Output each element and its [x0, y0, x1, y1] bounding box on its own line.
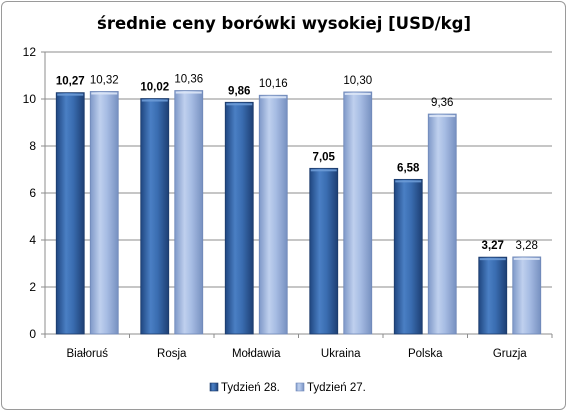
bar-week28 [224, 101, 254, 335]
legend-label: Tydzień 28. [221, 382, 280, 394]
x-tick-label: Gruzja [493, 348, 527, 360]
chart-title: średnie ceny borówki wysokiej [USD/kg] [97, 14, 471, 33]
data-label: 10,36 [174, 74, 203, 86]
legend-swatch [295, 382, 305, 392]
data-label: 9,36 [431, 97, 453, 109]
bar-week28 [478, 256, 508, 335]
y-tick-label: 10 [23, 92, 37, 106]
data-label: 10,32 [90, 74, 119, 86]
bar-highlight [260, 96, 287, 99]
bar-week27 [427, 113, 457, 335]
bar-week27 [512, 256, 542, 335]
x-tick-label: Rosja [157, 348, 187, 360]
y-tick-label: 6 [29, 186, 36, 200]
x-tick-label: Ukraina [321, 348, 361, 360]
bar-highlight [141, 99, 168, 102]
data-label: 3,28 [516, 240, 538, 252]
y-tick-label: 12 [23, 45, 37, 59]
data-label: 6,58 [397, 162, 420, 174]
bar-highlight [395, 180, 422, 183]
data-label: 10,02 [140, 82, 169, 94]
bar-highlight [57, 93, 84, 96]
y-tick-label: 8 [29, 139, 36, 153]
bar-week27 [89, 91, 119, 335]
bar-week28 [55, 92, 85, 335]
bar-week27 [343, 91, 373, 335]
legend-swatch [209, 382, 219, 392]
y-tick-label: 4 [29, 233, 36, 247]
y-tick-label: 2 [29, 280, 36, 294]
bar-week28 [309, 167, 339, 335]
data-label: 10,30 [343, 75, 372, 87]
bar-week27 [258, 94, 288, 335]
data-label: 7,05 [313, 151, 336, 163]
bar-highlight [513, 257, 540, 260]
data-label: 10,27 [56, 76, 85, 88]
bar-highlight [91, 92, 118, 95]
bar-week28 [393, 178, 423, 335]
data-label: 9,86 [228, 85, 250, 97]
x-tick-label: Mołdawia [232, 348, 281, 360]
legend-label: Tydzień 27. [307, 382, 366, 394]
chart-legend: Tydzień 28. Tydzień 27. [209, 382, 366, 394]
data-label: 10,16 [259, 78, 288, 90]
bar-week28 [140, 98, 170, 335]
data-label: 3,27 [482, 240, 504, 252]
bar-week27 [174, 90, 204, 335]
bar-highlight [344, 92, 371, 95]
bar-highlight [429, 115, 456, 118]
x-tick-label: Polska [408, 348, 443, 360]
x-tick-label: Białoruś [66, 348, 108, 360]
bar-highlight [175, 91, 202, 94]
y-tick-label: 0 [29, 327, 36, 341]
bar-highlight [226, 103, 253, 106]
bar-highlight [479, 258, 506, 261]
bar-highlight [310, 169, 337, 172]
